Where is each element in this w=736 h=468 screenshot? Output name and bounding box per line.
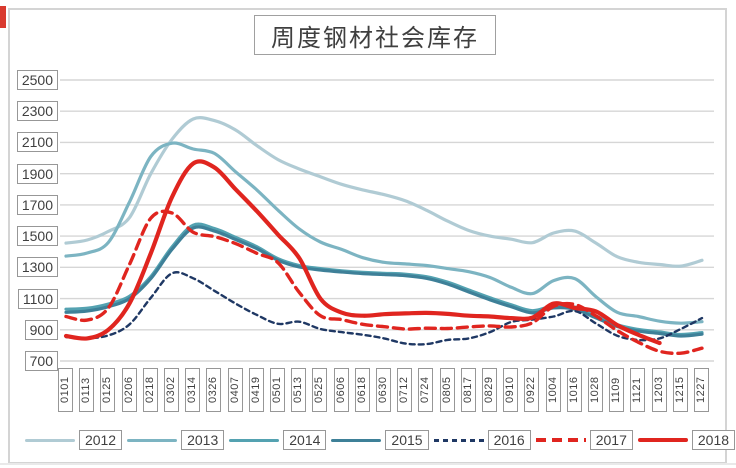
x-tick-label-0630: 0630 [376,368,391,412]
series-line-2017 [64,209,704,356]
legend-item-2016: 2016 [433,430,531,450]
chart-frame: 周度钢材社会库存 2500 2300 2100 1900 1700 1500 1300 110… [8,8,736,464]
article-red-bullet [0,6,6,28]
page-divider [0,463,736,465]
x-tick-label-0419: 0419 [248,368,264,412]
legend-label-2013: 2013 [181,430,225,450]
x-tick-label-1016: 1016 [566,368,582,412]
legend-swatch-2013 [127,438,178,442]
x-tick-label-0712: 0712 [397,368,413,412]
x-tick-label-0302: 0302 [164,368,179,412]
legend-swatch-2018 [637,438,688,442]
x-tick-label-0125: 0125 [100,368,116,412]
y-tick-label-900: 900 [24,319,58,340]
x-tick-label-0407: 0407 [227,368,243,412]
legend-item-2014: 2014 [229,430,327,450]
y-tick-label-1900: 1900 [16,163,58,184]
x-tick-label-1215: 1215 [672,368,688,412]
series-line-2018 [63,159,662,346]
legend-label-2014: 2014 [283,430,327,450]
chart-title: 周度钢材社会库存 [271,23,479,52]
y-tick-label-1100: 1100 [17,288,58,309]
legend-item-2012: 2012 [24,430,123,450]
y-tick-label-2100: 2100 [16,132,58,153]
x-tick-label-0326: 0326 [206,368,222,412]
chart-legend: 2012 2013 2014 2015 2016 2017 2018 [24,430,736,450]
legend-item-2018: 2018 [637,430,736,450]
y-tick-label-700: 700 [24,351,58,371]
y-tick-label-1300: 1300 [16,257,58,278]
legend-label-2016: 2016 [487,430,531,450]
x-tick-label-0805: 0805 [439,368,455,412]
series-line-2016 [64,271,704,346]
legend-swatch-2014 [229,438,280,442]
legend-swatch-2012 [24,438,75,442]
legend-item-2013: 2013 [127,430,225,450]
legend-label-2015: 2015 [385,430,429,450]
legend-item-2015: 2015 [331,430,429,450]
legend-item-2017: 2017 [535,430,633,450]
legend-label-2018: 2018 [691,430,736,450]
x-tick-label-0101: 0101 [58,368,73,412]
chart-title-box: 周度钢材社会库存 [254,15,496,55]
x-tick-label-0910: 0910 [503,368,519,412]
x-tick-label-0829: 0829 [482,368,497,412]
x-tick-label-1227: 1227 [694,368,709,412]
x-tick-label-1121: 1121 [630,368,646,412]
x-tick-label-0525: 0525 [312,368,328,412]
x-tick-label-0922: 0922 [524,368,540,412]
x-tick-label-0618: 0618 [354,368,370,412]
x-tick-label-0206: 0206 [121,368,137,412]
legend-swatch-2016 [433,438,484,442]
x-tick-label-0724: 0724 [418,368,434,412]
x-tick-label-0113: 0113 [79,368,95,412]
x-tick-label-0501: 0501 [270,368,285,412]
legend-label-2017: 2017 [589,430,633,450]
x-tick-label-0606: 0606 [333,368,349,412]
series-line-2013 [64,141,704,325]
x-tick-label-0314: 0314 [185,368,201,412]
x-tick-label-0218: 0218 [142,368,158,412]
x-tick-label-1109: 1109 [609,368,625,412]
y-tick-label-1500: 1500 [16,226,58,247]
series-line-2012 [64,116,704,268]
y-tick-label-2500: 2500 [16,70,58,90]
x-tick-label-0817: 0817 [460,368,476,412]
x-tick-label-0513: 0513 [291,368,307,412]
legend-swatch-2015 [331,438,382,442]
x-tick-label-1203: 1203 [651,368,667,412]
x-tick-label-1028: 1028 [588,368,603,412]
legend-label-2012: 2012 [78,430,123,450]
x-tick-label-1004: 1004 [545,368,561,412]
plot-area [60,79,714,362]
y-tick-label-2300: 2300 [16,101,58,122]
y-tick-label-1700: 1700 [16,194,58,215]
legend-swatch-2017 [535,438,586,442]
